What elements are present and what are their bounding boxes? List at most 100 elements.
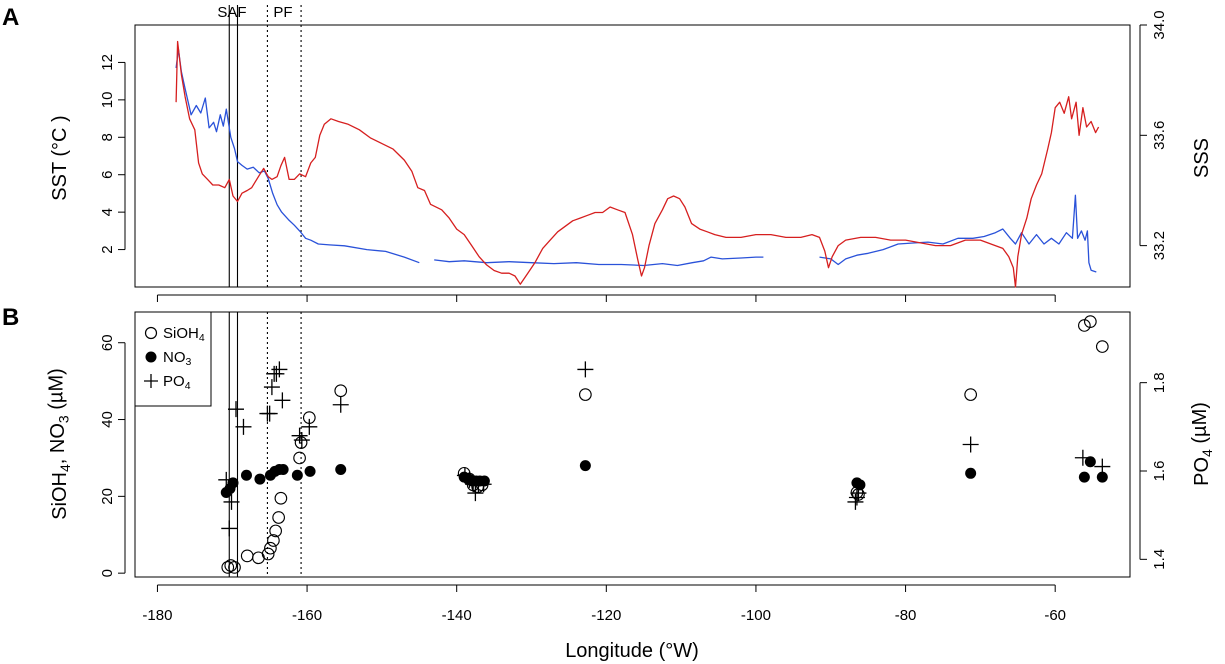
no3-point [1084,456,1096,468]
x-tick-label: -160 [292,607,322,624]
po4-point [221,520,238,537]
panel-b-left-y-axis-label: SiOH4​, NO3​ (µM) [45,368,73,520]
sioh4-point [272,511,285,524]
saf-label: SAF [217,4,246,21]
left-y-tick-label: 10 [99,92,116,109]
sioh4-point [579,388,592,401]
right-y-tick-label: 1.4 [1151,549,1168,570]
right-y-tick-label: 33.6 [1151,121,1168,150]
right-y-tick-label: 33.2 [1151,231,1168,260]
sst-line-segment-2 [819,194,1097,273]
no3-point [1096,471,1108,483]
panel-a-series [175,40,1100,288]
po4-point [293,432,310,449]
left-y-tick-label: 4 [99,208,116,216]
po4-point [1074,449,1091,466]
legend-item-po4: PO4​ [163,373,191,392]
x-axis-label: Longitude (°W) [565,640,699,662]
po4-point [1094,458,1111,475]
sst-line-segment-0 [175,48,420,264]
po4-point [461,471,478,488]
left-y-tick-label: 60 [99,334,116,351]
no3-point [304,465,316,477]
no3-point [854,479,866,491]
po4-point [218,471,235,488]
left-y-tick-label: 8 [99,133,116,141]
panel-a-x-ticks [156,294,1056,302]
sioh4-point [1083,315,1097,328]
pf-label: PF [273,4,292,21]
panel-letter-a: A [2,4,19,31]
no3-point [254,473,266,485]
po4-point [847,493,864,510]
sss-line-segment-0 [175,40,1100,288]
panel-b-front-lines [228,312,302,577]
legend: SiOH4​ NO3​ PO4​ [134,311,212,407]
panel-letter-b: B [2,304,19,331]
panel-b-plot-frame [134,311,1131,578]
no3-point [227,477,239,489]
legend-plus-icon [144,374,158,388]
po4-point [261,405,278,422]
legend-no3-text: NO3​ [163,349,192,368]
sioh4-point [274,491,288,505]
panel-a-right-y-axis-label: SSS [1191,138,1213,178]
panel-b-right-y-axis-label: PO4​ (µM) [1189,402,1215,486]
left-y-tick-label: 2 [99,245,116,253]
x-tick-label: -140 [442,607,472,624]
panel-a-right-y-ticks: 33.2 33.6 34.0 [1139,10,1168,260]
po4-point [850,485,867,502]
no3-point [1078,471,1090,483]
po4-point [332,396,349,413]
sioh4-point [221,561,235,574]
sioh4-point [1095,340,1109,353]
po4-point [475,476,492,493]
sioh4-point [267,534,280,547]
no3-point [965,467,977,479]
sst-line-segment-1 [434,256,764,267]
po4-point [227,401,244,418]
legend-item-sioh4: SiOH4​ [163,325,205,344]
legend-po4-text: PO4​ [163,373,191,392]
po4-point [962,436,979,453]
x-tick-label: -120 [591,607,621,624]
panel-a: A 2 4 6 8 10 12 33.2 33.6 34.0 SAF PF SST (°C )… [2,4,1213,302]
panel-a-plot-frame [134,24,1131,288]
po4-point [274,392,291,409]
right-y-tick-label: 1.8 [1151,372,1168,393]
po4-point [223,493,240,510]
legend-sioh4-text: SiOH4​ [163,325,205,344]
no3-point [240,469,252,481]
no3-point [579,460,591,472]
panel-a-left-y-axis-label: SST (°C ) [49,115,71,200]
x-tick-label: -100 [741,607,771,624]
panel-a-front-lines [228,5,302,287]
sioh4-point [264,541,277,555]
panel-b-x-ticks: -180 -160 -140 -120 -100 -80 -60 [142,584,1066,624]
left-y-tick-label: 12 [99,54,116,71]
x-tick-label: -180 [142,607,172,624]
no3-point [277,463,289,475]
sioh4-point [294,436,308,449]
po4-point [467,485,484,502]
panel-b-right-y-ticks: 1.4 1.6 1.8 [1139,372,1168,570]
left-y-tick-label: 40 [99,411,116,428]
sioh4-point [228,561,241,574]
sioh4-point [964,388,978,401]
po4-point [456,467,473,484]
po4-point [271,361,288,378]
left-y-tick-label: 0 [99,569,116,577]
legend-item-no3: NO3​ [163,349,192,368]
panel-b: B -180 -160 -140 -120 -100 -80 -60 0 20 40 60 1.4… [2,304,1215,662]
x-tick-label: -60 [1044,607,1066,624]
po4-point [848,489,865,506]
po4-point [291,427,308,444]
no3-point [291,469,303,481]
sioh4-point [240,549,254,563]
x-tick-label: -80 [895,607,917,624]
left-y-tick-label: 20 [99,488,116,505]
legend-filled-circle-icon [145,351,157,363]
sioh4-point [261,547,275,561]
po4-point [268,365,285,382]
